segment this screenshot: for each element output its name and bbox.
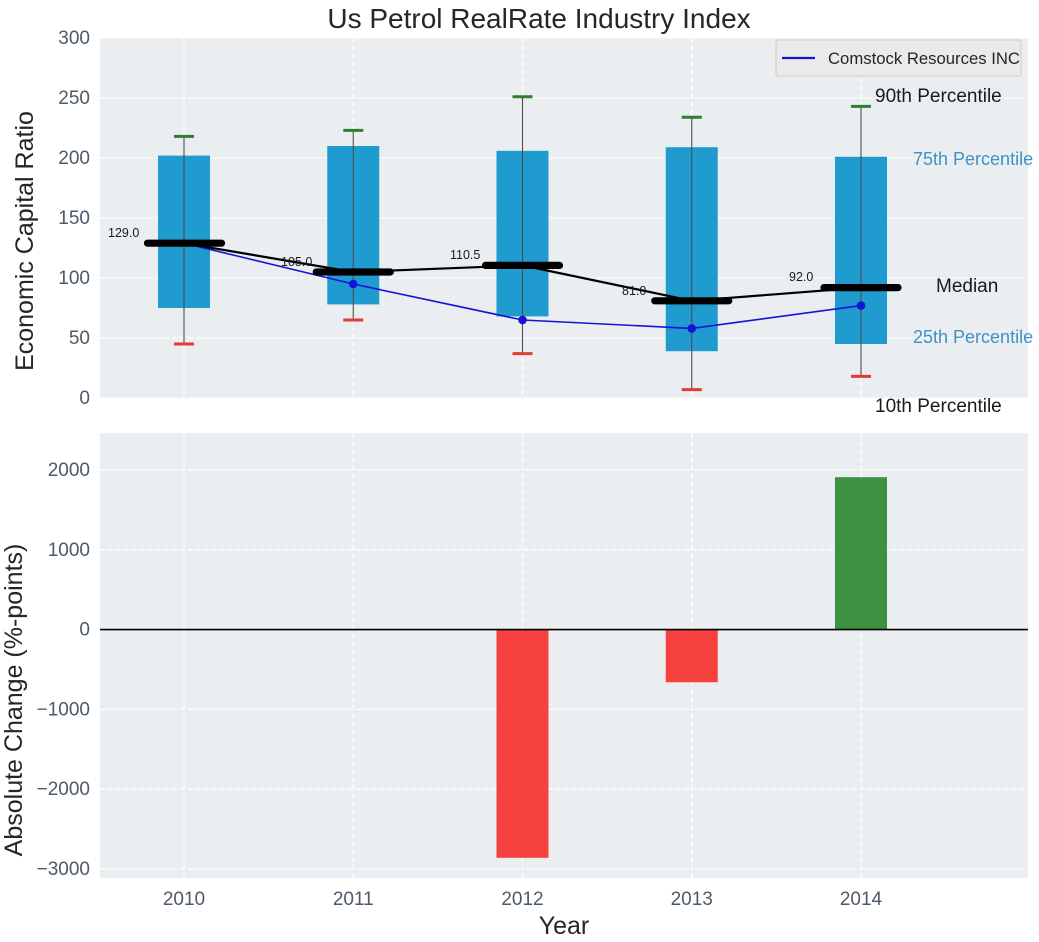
svg-text:2013: 2013 (671, 889, 713, 910)
svg-text:81.0: 81.0 (622, 284, 646, 298)
svg-text:−1000: −1000 (37, 699, 90, 720)
svg-text:2014: 2014 (840, 889, 883, 910)
svg-text:105.0: 105.0 (281, 255, 312, 269)
svg-text:Comstock Resources INC: Comstock Resources INC (828, 49, 1020, 68)
svg-text:50: 50 (69, 328, 90, 349)
svg-text:2012: 2012 (501, 889, 543, 910)
svg-text:Economic Capital Ratio: Economic Capital Ratio (11, 111, 39, 371)
svg-text:150: 150 (58, 208, 90, 229)
svg-text:250: 250 (58, 88, 90, 109)
svg-text:25th Percentile: 25th Percentile (913, 327, 1033, 347)
svg-text:90th Percentile: 90th Percentile (875, 86, 1002, 107)
svg-text:−3000: −3000 (37, 859, 90, 880)
svg-text:75th Percentile: 75th Percentile (913, 149, 1033, 169)
svg-text:−2000: −2000 (37, 779, 90, 800)
svg-text:0: 0 (79, 388, 90, 409)
svg-text:92.0: 92.0 (789, 270, 813, 284)
svg-text:100: 100 (58, 268, 90, 289)
svg-text:2011: 2011 (333, 889, 374, 910)
svg-text:1000: 1000 (48, 540, 90, 561)
svg-text:Median: Median (936, 276, 998, 297)
svg-text:0: 0 (79, 620, 90, 641)
svg-text:Year: Year (539, 912, 590, 940)
svg-text:129.0: 129.0 (108, 226, 139, 240)
svg-text:300: 300 (58, 28, 90, 49)
svg-text:10th Percentile: 10th Percentile (875, 396, 1002, 417)
svg-text:Us Petrol RealRate Industry In: Us Petrol RealRate Industry Index (327, 3, 750, 34)
svg-text:2000: 2000 (48, 460, 90, 481)
svg-text:110.5: 110.5 (450, 248, 480, 262)
svg-text:Absolute Change (%-points): Absolute Change (%-points) (0, 544, 28, 857)
svg-text:200: 200 (58, 148, 90, 169)
svg-text:2010: 2010 (163, 889, 205, 910)
